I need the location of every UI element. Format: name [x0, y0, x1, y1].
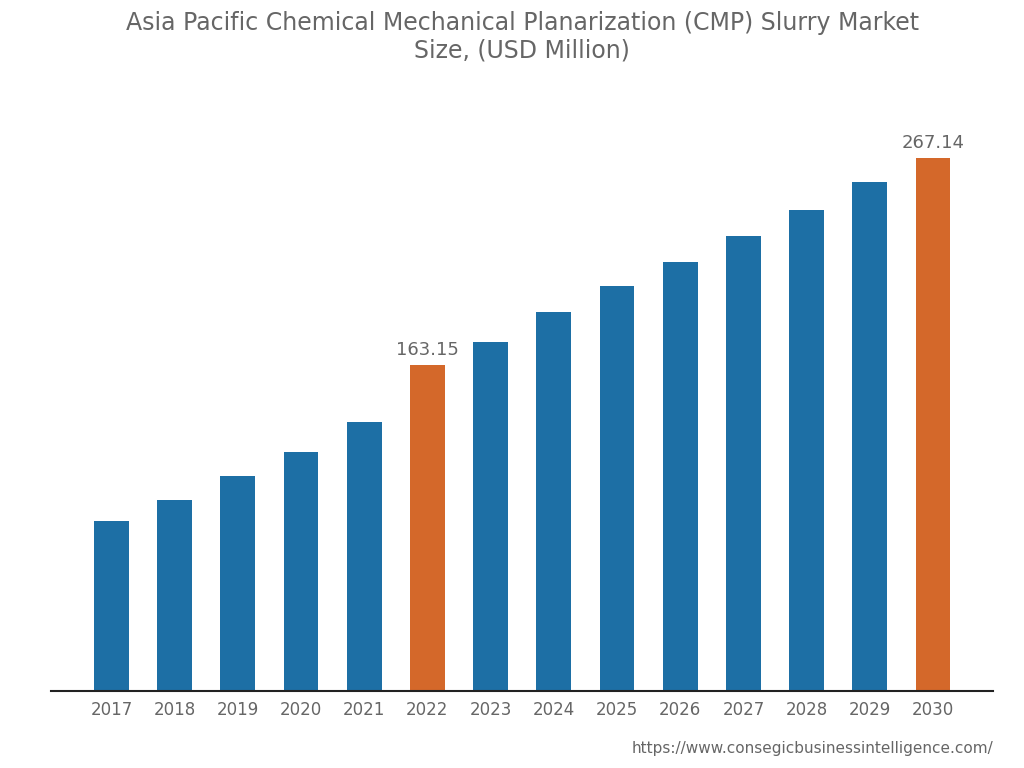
- Title: Asia Pacific Chemical Mechanical Planarization (CMP) Slurry Market
Size, (USD Mi: Asia Pacific Chemical Mechanical Planari…: [126, 11, 919, 62]
- Bar: [473, 342, 508, 691]
- Bar: [537, 312, 571, 691]
- Bar: [410, 366, 444, 691]
- Bar: [600, 286, 635, 691]
- Bar: [220, 475, 255, 691]
- Bar: [94, 521, 129, 691]
- Bar: [663, 262, 697, 691]
- Bar: [790, 210, 824, 691]
- Bar: [158, 499, 191, 691]
- Bar: [726, 236, 761, 691]
- Bar: [853, 182, 887, 691]
- Text: https://www.consegicbusinessintelligence.com/: https://www.consegicbusinessintelligence…: [632, 741, 993, 756]
- Bar: [284, 452, 318, 691]
- Bar: [347, 422, 382, 691]
- Bar: [915, 157, 950, 691]
- Text: 267.14: 267.14: [901, 134, 965, 152]
- Text: 163.15: 163.15: [396, 342, 459, 359]
